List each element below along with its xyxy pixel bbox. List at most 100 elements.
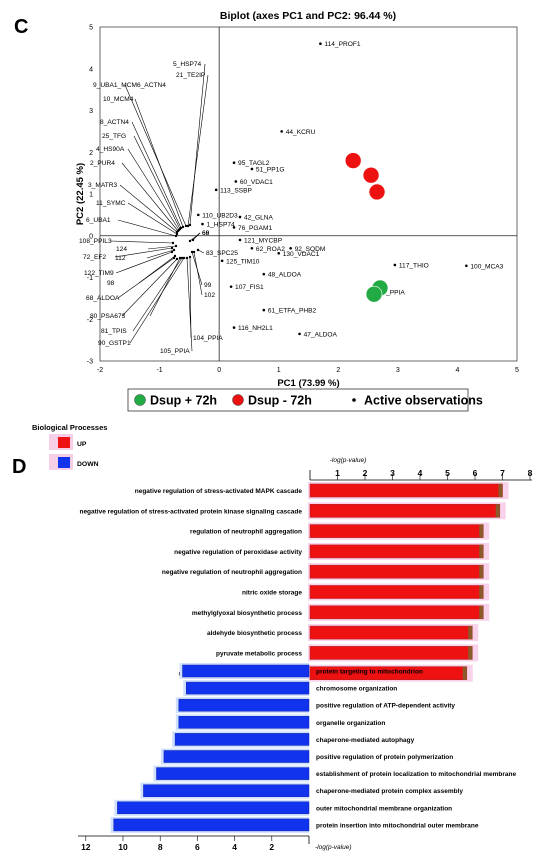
down-tick-label: 8 [158, 842, 163, 852]
leader-line [186, 257, 193, 352]
observation-point [180, 256, 184, 260]
sample-point [344, 152, 362, 169]
down-bar [117, 801, 310, 815]
x-axis-label: PC1 (73.99 %) [277, 378, 339, 389]
up-bar [309, 483, 503, 498]
observation-point [174, 234, 178, 238]
down-bar [178, 698, 310, 712]
observation-label: 61_ETFA_PHB2 [268, 308, 317, 315]
up-category-label: negative regulation of stress-activated … [135, 488, 303, 495]
observation-point [185, 256, 189, 260]
up-category-label: negative regulation of peroxidase activi… [174, 549, 302, 556]
legend-label: DOWN [77, 461, 99, 468]
plot-frame [99, 26, 518, 362]
down-category-label: organelle organization [316, 720, 385, 727]
observation-point [319, 42, 322, 45]
observation-point [250, 167, 254, 171]
up-tick-label: 3 [390, 468, 395, 478]
observation-label: 5_HSP74 [173, 61, 202, 68]
observation-point [175, 230, 179, 234]
y-tick-label: 4 [89, 66, 93, 73]
observation-point [465, 264, 468, 268]
up-bar-cap [462, 666, 467, 680]
observation-label: 69 [202, 230, 210, 237]
observation-label: 4_HS90A [96, 146, 125, 153]
observation-label: 11_SYMC [96, 200, 126, 207]
observation-point [238, 215, 242, 219]
up-category-label: pyruvate metabolic process [216, 650, 302, 657]
observation-point [298, 332, 301, 336]
down-bar [113, 818, 310, 832]
observation-point [280, 130, 283, 133]
observation-label: 124 [116, 246, 127, 253]
observation-label: 6_UBA1 [86, 217, 111, 224]
y-tick-label: 1 [89, 192, 93, 199]
up-axis-label: -log(p-value) [330, 457, 367, 464]
leader-line [149, 257, 181, 317]
observation-label: 47_ALDOA [304, 331, 338, 338]
sample-point [368, 183, 386, 201]
observation-label: 51_PP1G [256, 166, 285, 173]
legend-label: UP [77, 441, 87, 448]
down-category-label: protein targeting to mitochondrion [316, 669, 423, 676]
leader-line [127, 148, 180, 231]
x-tick-label: -2 [97, 367, 103, 374]
observation-label: 48_ALDOA [268, 272, 302, 279]
up-category-label: regulation of neutrophil aggregation [190, 529, 302, 536]
leader-line [133, 135, 181, 230]
observation-point [170, 246, 174, 250]
up-bar [309, 605, 484, 620]
observation-label: 125_TIM10 [226, 258, 260, 265]
sample-point [362, 166, 380, 184]
up-category-label: aldehyde biosynthetic process [207, 630, 302, 637]
leader-line [146, 249, 175, 259]
observation-label: 110_UB2D3 [202, 212, 238, 219]
observation-point [175, 232, 179, 236]
y-tick-label: -3 [87, 359, 93, 366]
up-bar-cap [479, 544, 484, 558]
observation-label: 21_TE2IP [176, 72, 206, 79]
x-tick-label: -1 [156, 367, 162, 374]
leader-line [147, 245, 177, 250]
observation-label: 107_FIS1 [235, 284, 264, 291]
up-tick-label: 4 [418, 468, 423, 478]
up-tick-label: 6 [473, 468, 478, 478]
up-bar-cap [479, 585, 484, 599]
observation-label: 95_TAGL2 [238, 160, 270, 167]
observation-label: 76_PGAM1 [238, 225, 272, 232]
leader-line [124, 84, 187, 227]
leader-line [189, 63, 206, 226]
observation-point [171, 241, 175, 245]
y-axis-label: PC2 (22.45 %) [75, 163, 86, 225]
up-bar [309, 625, 473, 640]
up-bar [309, 504, 501, 518]
legend-swatch [58, 437, 70, 448]
observation-label: 113_SSBP [220, 187, 252, 194]
go-enrichment-bar-chart: Biological Processes UP DOWN -log(p-value) 1… [32, 423, 533, 852]
leader-line [119, 184, 178, 233]
observation-label: 1_HSP74 [206, 222, 235, 229]
leader-line [117, 219, 177, 237]
down-tick-label: 12 [81, 842, 91, 852]
y-tick-label: 0 [89, 233, 93, 240]
up-bar-cap [498, 484, 503, 497]
observation-label: 116_NH2L1 [238, 325, 273, 332]
observation-label: 68_ALDOA [86, 295, 120, 302]
down-tick-label: 2 [269, 842, 274, 852]
up-bar [309, 646, 473, 660]
up-tick-label: 1 [335, 468, 340, 478]
down-bar [163, 750, 310, 763]
observation-point [173, 254, 177, 258]
biplot-chart: Biplot (axes PC1 and PC2: 96.44 %)-2 -1 0 1… [75, 10, 519, 412]
down-category-label: establishment of protein localization to… [316, 771, 516, 778]
up-category-label: negative regulation of stress-activated … [79, 508, 302, 515]
down-category-label: protein insertion into mitochondrial out… [316, 822, 479, 829]
y-tick-label: -1 [87, 275, 93, 282]
sample-point [365, 285, 383, 303]
down-category-label: chaperone-mediated protein complex assem… [316, 788, 463, 795]
legend-title: Biological Processes [32, 423, 107, 432]
legend-label: Active observations [364, 394, 483, 408]
leader-line [132, 257, 183, 332]
up-bar-cap [479, 524, 484, 538]
down-axis-label: -log(p-value) [315, 844, 352, 851]
